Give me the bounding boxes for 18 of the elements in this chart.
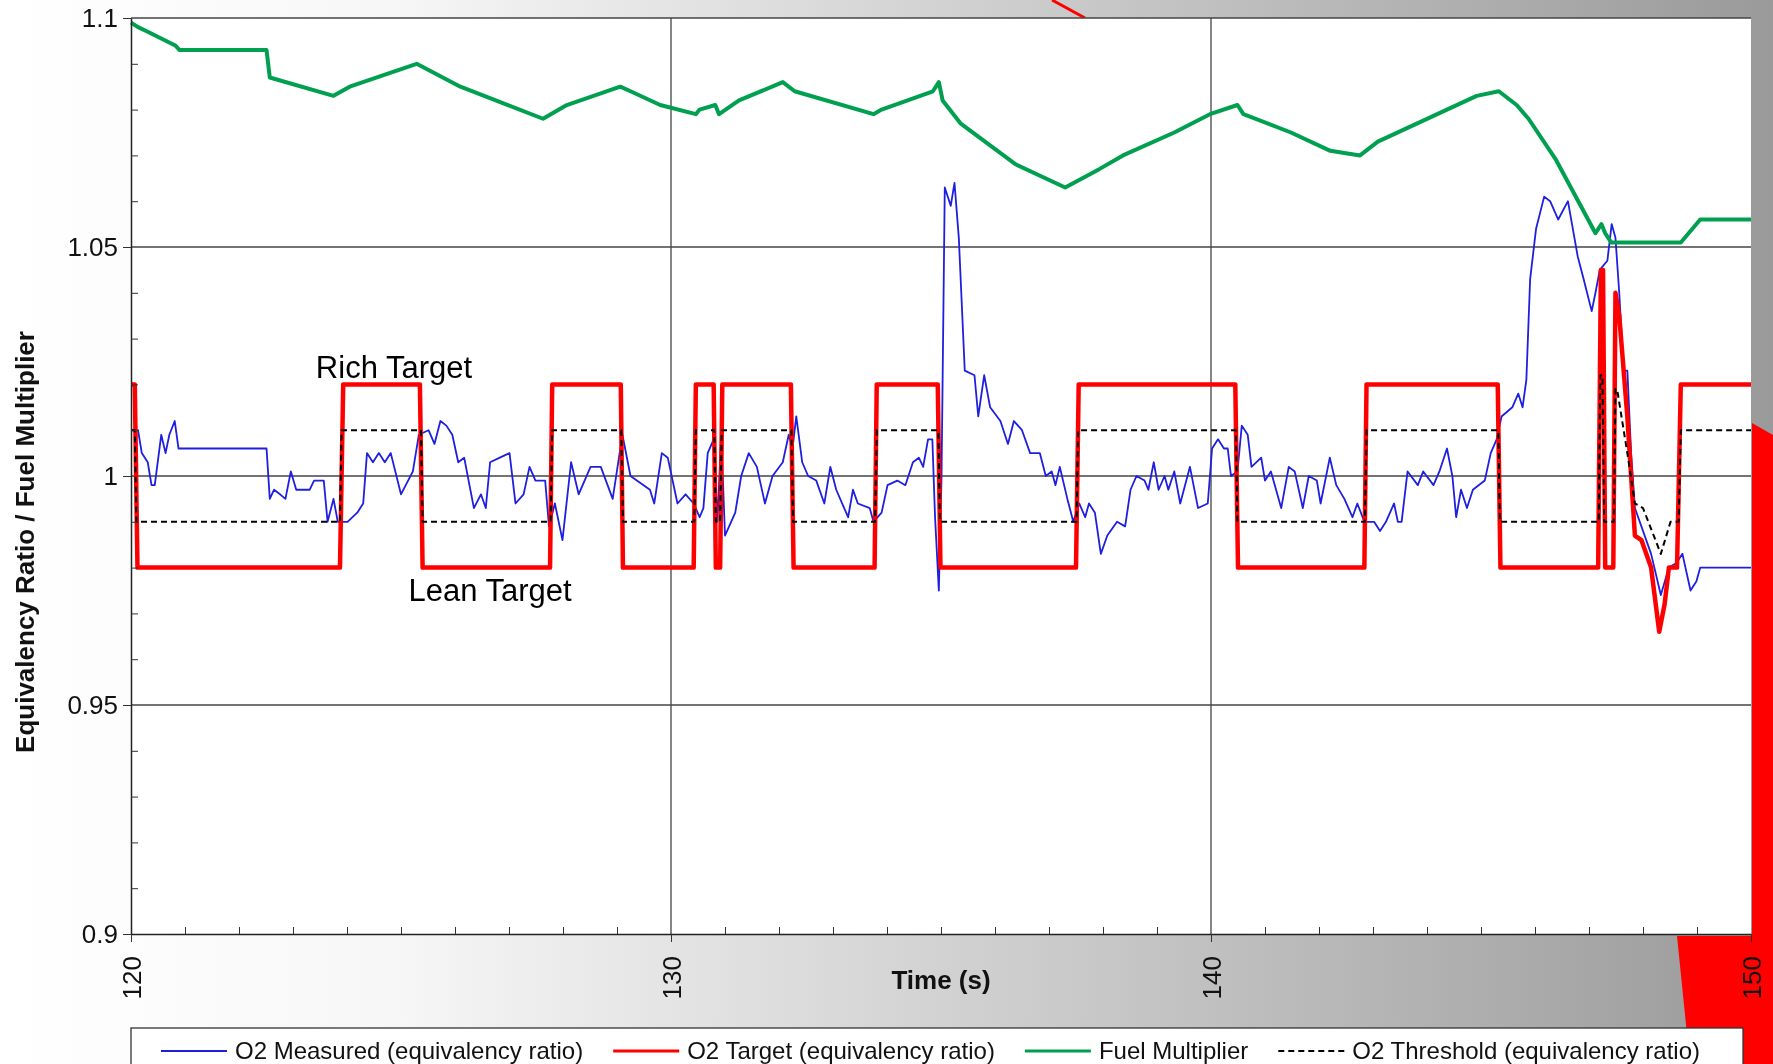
x-tick-label: 150 [1736, 956, 1767, 1000]
y-tick-label: 0.95 [67, 689, 118, 720]
legend-label: O2 Threshold (equivalency ratio) [1352, 1037, 1701, 1064]
x-tick-label: 120 [116, 956, 147, 1000]
annotation: Lean Target [408, 573, 573, 609]
legend-label: O2 Measured (equivalency ratio) [235, 1037, 584, 1064]
y-tick-label: 0.9 [81, 918, 118, 949]
legend-label: O2 Target (equivalency ratio) [687, 1037, 995, 1064]
y-tick-label: 1.05 [67, 231, 118, 262]
y-axis-title: Equivalency Ratio / Fuel Multiplier [10, 331, 41, 753]
line-series [129, 20, 1753, 245]
annotation: Rich Target [315, 350, 473, 386]
x-tick-label: 130 [656, 956, 687, 1000]
y-tick-label: 1 [103, 460, 118, 491]
y-tick-label: 1.1 [81, 2, 118, 33]
x-axis-title: Time (s) [891, 965, 991, 996]
legend-label: Fuel Multiplier [1098, 1037, 1249, 1064]
x-tick-label: 140 [1196, 956, 1227, 1000]
